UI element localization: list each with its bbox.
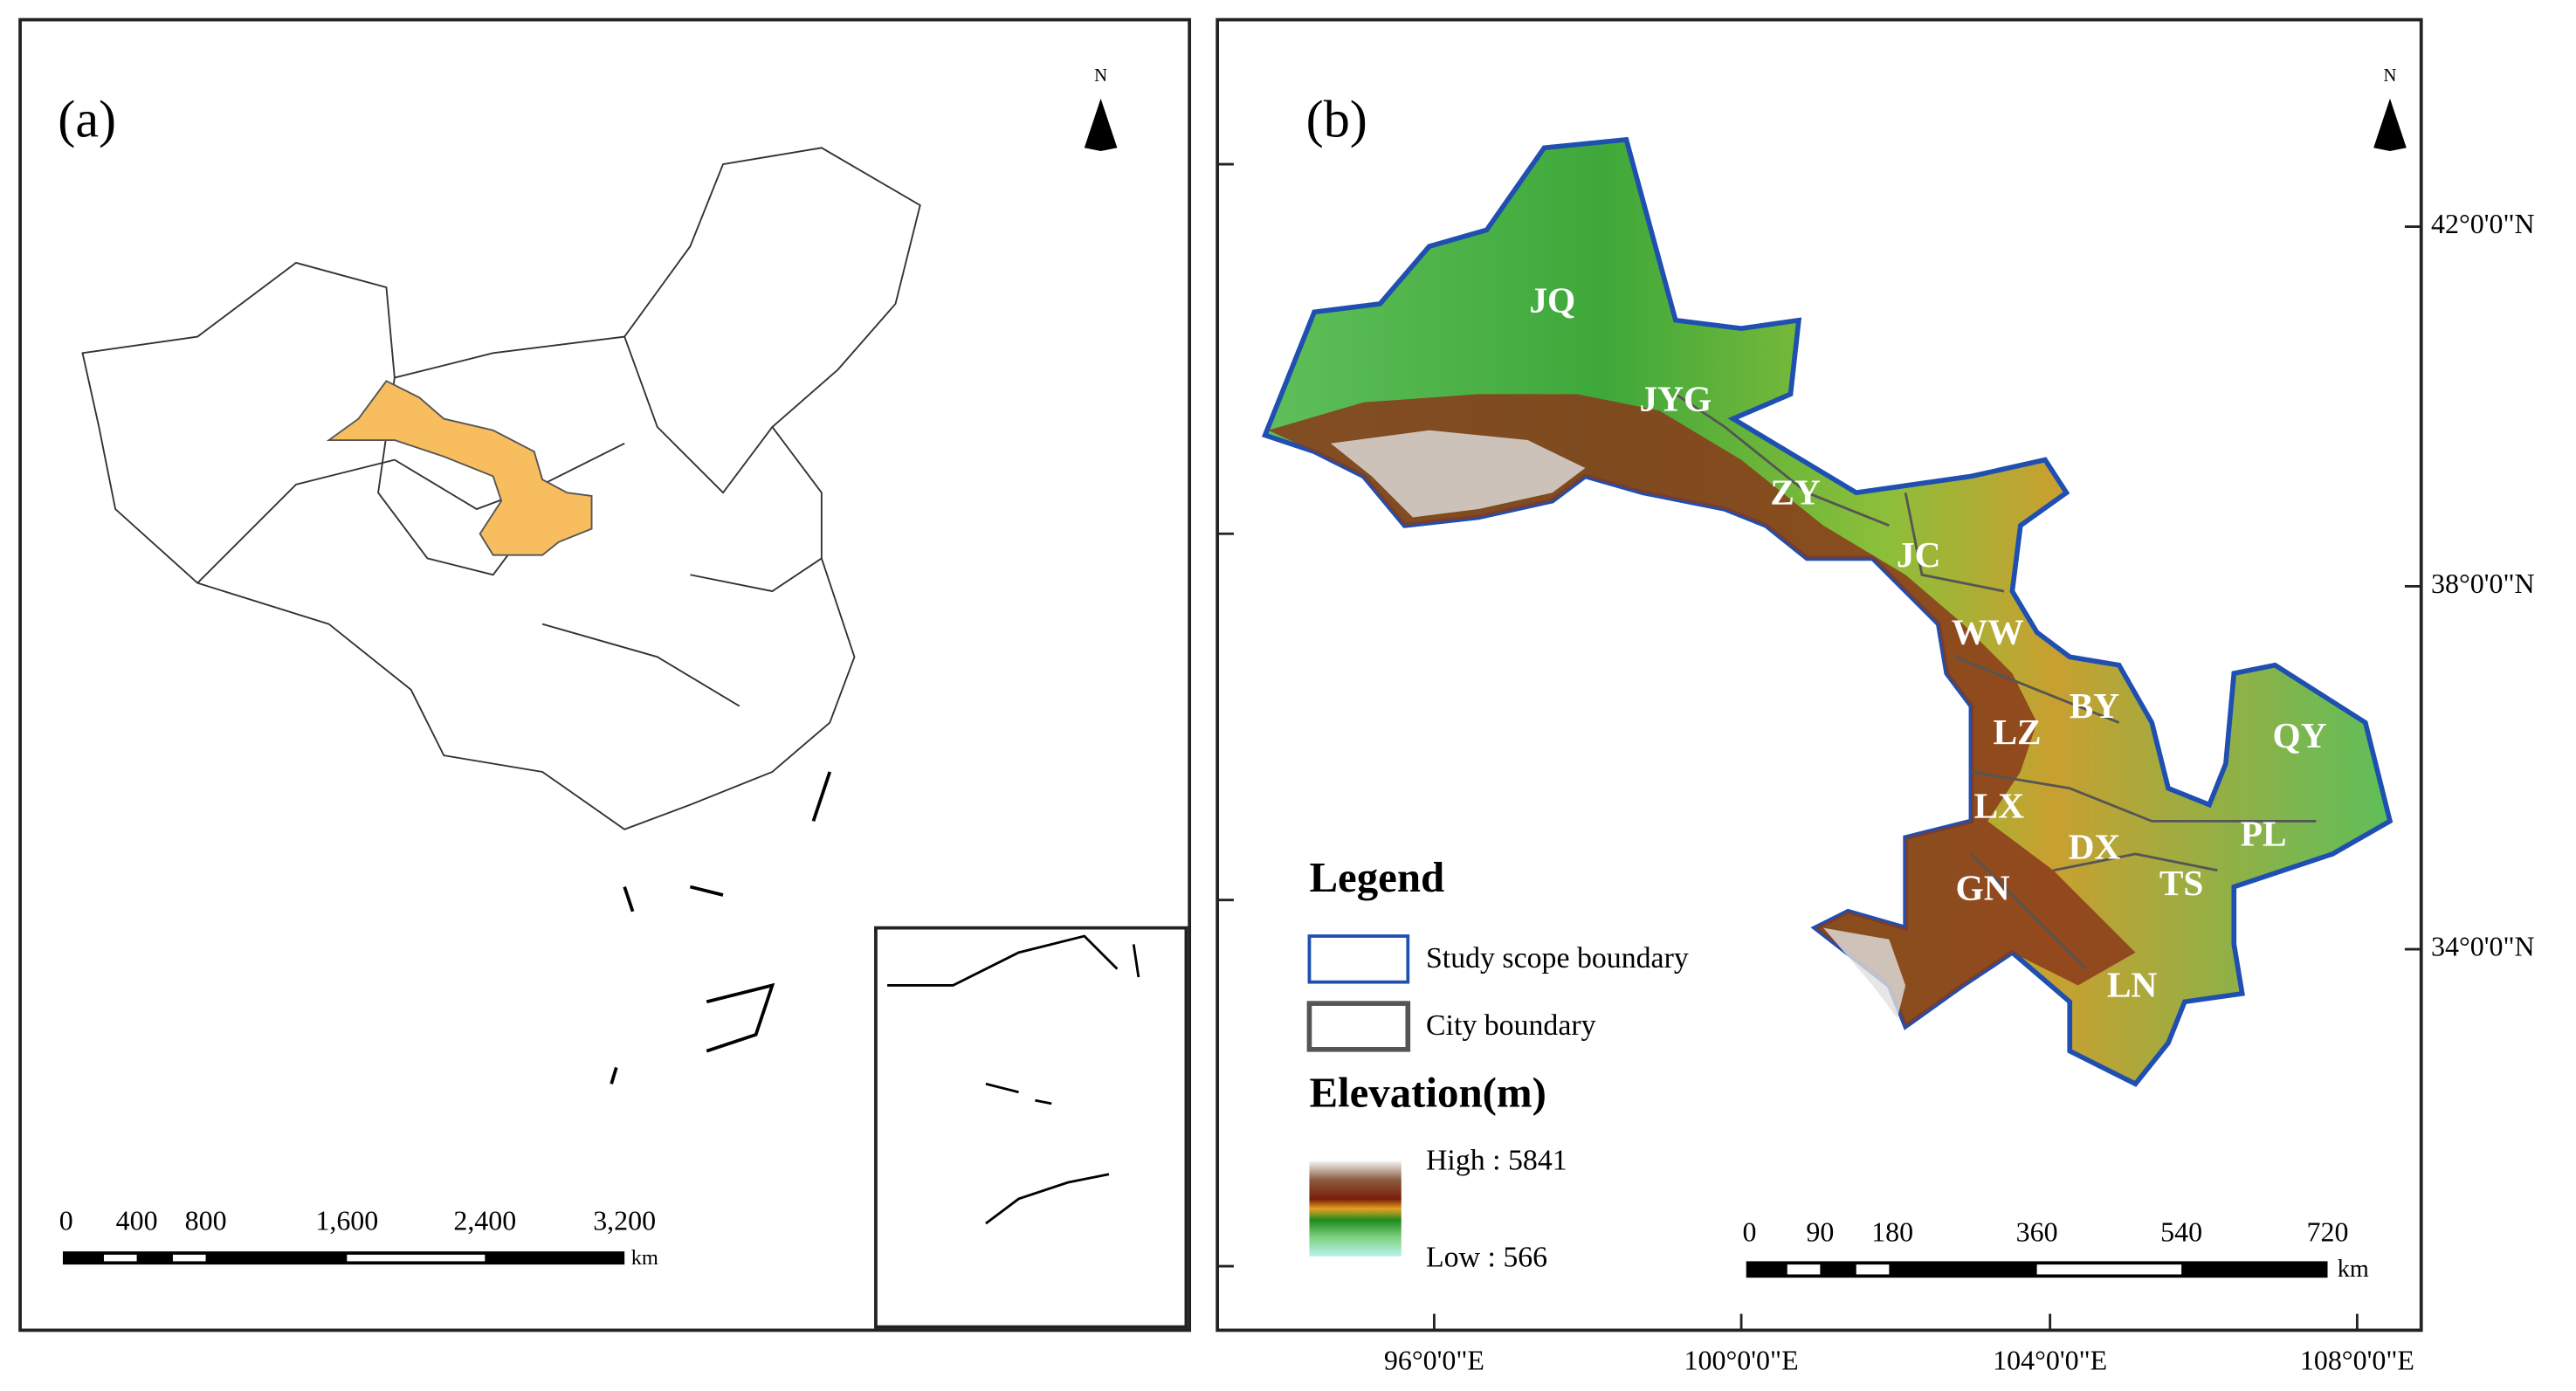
inset-map xyxy=(887,934,1140,1225)
scale-bar-a: 0 400 800 1,600 2,400 3,200 km xyxy=(59,1206,658,1270)
elevation-low: Low : 566 xyxy=(1426,1241,1547,1273)
north-arrow xyxy=(1084,98,1118,152)
scale-label: 0 xyxy=(1743,1217,1757,1248)
legend-item: City boundary xyxy=(1426,1009,1596,1042)
scale-label: 3,200 xyxy=(593,1206,656,1236)
elevation-high: High : 5841 xyxy=(1426,1144,1567,1176)
city-label: QY xyxy=(2273,715,2327,755)
scale-label: 540 xyxy=(2160,1217,2202,1248)
snow-terrain xyxy=(1330,430,1906,1019)
longitude-label: 100°0'0"E xyxy=(1684,1345,1799,1375)
city-label: PL xyxy=(2241,814,2287,854)
city-label: JQ xyxy=(1529,279,1575,320)
scale-label: 400 xyxy=(116,1206,158,1236)
legend-swatch xyxy=(1306,1001,1411,1052)
scale-label: 360 xyxy=(2016,1217,2058,1248)
city-boundaries xyxy=(1675,393,2317,970)
panel-label: (a) xyxy=(58,91,116,149)
north-label: N xyxy=(1094,66,1107,86)
latitude-label: 34°0'0"N xyxy=(2431,931,2535,961)
city-label: DX xyxy=(2069,827,2121,867)
city-label: GN xyxy=(1956,868,2010,908)
scale-label: 180 xyxy=(1871,1217,1913,1248)
city-label: TS xyxy=(2159,863,2204,903)
city-label: LX xyxy=(1974,786,2025,826)
scale-bar-segment xyxy=(1787,1264,1821,1275)
scale-bar-segment xyxy=(103,1254,137,1262)
scale-bar-segment xyxy=(2036,1264,2182,1275)
legend-title: Legend xyxy=(1309,853,1444,901)
north-arrow xyxy=(2373,98,2407,152)
longitude-label: 104°0'0"E xyxy=(1993,1345,2107,1375)
frame-ticks xyxy=(1217,162,2421,1331)
scale-label: 800 xyxy=(185,1206,227,1236)
province-lines xyxy=(196,336,823,707)
north-label: N xyxy=(2384,66,2397,86)
city-label: ZY xyxy=(1770,472,1821,512)
gansu-highlight xyxy=(326,380,593,556)
elevation-title: Elevation(m) xyxy=(1309,1069,1546,1117)
elevation-ramp xyxy=(1309,1160,1402,1257)
city-label: JC xyxy=(1897,534,1941,575)
city-label: BY xyxy=(2070,685,2120,726)
legend-item: Study scope boundary xyxy=(1426,942,1689,974)
longitude-label: 96°0'0"E xyxy=(1384,1345,1484,1375)
inset-frame xyxy=(874,926,1188,1329)
legend: Legend Study scope boundary City boundar… xyxy=(1306,853,1689,1273)
latitude-label: 42°0'0"N xyxy=(2431,209,2535,239)
city-label: WW xyxy=(1952,611,2024,651)
scale-bar-b: 0 90 180 360 540 720 km xyxy=(1743,1217,2369,1284)
scale-bar-segment xyxy=(172,1254,206,1262)
city-label: LN xyxy=(2107,965,2158,1005)
legend-swatch xyxy=(1307,934,1410,984)
panel-b-frame xyxy=(1216,17,2423,1332)
scale-unit: km xyxy=(631,1246,658,1270)
scale-label: 2,400 xyxy=(453,1206,516,1236)
scale-bar-segment xyxy=(1856,1264,1890,1275)
city-label: LZ xyxy=(1993,712,2041,752)
scale-label: 720 xyxy=(2307,1217,2349,1248)
panel-label: (b) xyxy=(1306,91,1367,149)
latitude-label: 38°0'0"N xyxy=(2431,568,2535,599)
scale-unit: km xyxy=(2338,1256,2369,1283)
islands xyxy=(610,771,832,1085)
panel-a-frame xyxy=(18,17,1192,1332)
longitude-label: 108°0'0"E xyxy=(2300,1345,2414,1375)
city-label: JYG xyxy=(1639,378,1712,418)
scale-label: 1,600 xyxy=(315,1206,378,1236)
scale-bar-segment xyxy=(347,1254,486,1262)
scale-bar xyxy=(62,1251,625,1265)
high-terrain xyxy=(1268,394,2136,1027)
scale-label: 0 xyxy=(59,1206,73,1236)
scale-label: 90 xyxy=(1806,1217,1834,1248)
